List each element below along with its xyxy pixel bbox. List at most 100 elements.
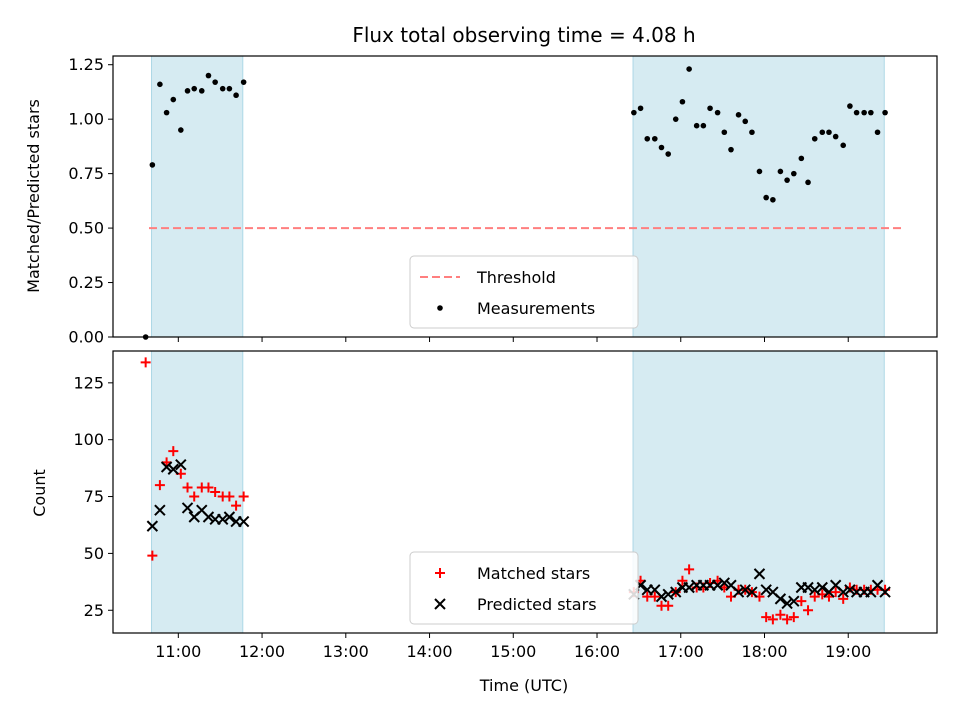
y-tick-label: 0.75 [68, 164, 104, 183]
measurement-point [721, 129, 728, 136]
measurement-point [644, 135, 651, 142]
legend-marker-swatch [435, 568, 445, 578]
y-tick-label: 1.25 [68, 55, 104, 74]
predicted-star-point [670, 586, 682, 598]
ratio-panel: 0.00 0.25 0.50 0.75 1.00 1.25 Threshold Measure… [68, 55, 938, 347]
predicted-star-point [802, 581, 814, 594]
predicted-star-point [154, 504, 166, 516]
predicted-star-point [781, 597, 793, 610]
measurement-point [784, 177, 790, 183]
matched-star-point [182, 482, 193, 493]
x-tick-label: 14:00 [406, 642, 452, 661]
measurement-point [756, 168, 763, 175]
y-tick-label: 50 [84, 544, 104, 563]
predicted-star-point [202, 511, 215, 523]
matched-star-point [677, 575, 688, 586]
predicted-star-point [223, 511, 236, 523]
predicted-star-point [844, 584, 856, 596]
y-tick-label: 0.50 [68, 219, 104, 238]
legend-label: Threshold [476, 268, 556, 287]
measurement-point [749, 129, 755, 136]
x-tick-label: 19:00 [825, 642, 871, 661]
predicted-star-point [175, 459, 187, 471]
matched-star-point [168, 446, 179, 457]
measurement-point [714, 109, 721, 116]
observing-span-1 [151, 351, 243, 633]
legend-box [409, 255, 639, 329]
matched-star-point [782, 614, 793, 625]
measurement-point [212, 79, 218, 85]
predicted-star-point [739, 584, 751, 596]
predicted-star-point [816, 581, 828, 594]
measurement-point [149, 162, 156, 168]
measurement-point [777, 168, 784, 175]
measurement-point [840, 142, 847, 149]
matched-star-point [767, 614, 778, 625]
measurement-point [819, 129, 826, 136]
measurement-point [735, 112, 742, 118]
predicted-star-point [167, 463, 180, 475]
predicted-star-point [837, 586, 849, 598]
legend-box [409, 551, 639, 625]
count-y-axis-label: Count [30, 469, 49, 517]
measurement-point [847, 103, 853, 109]
observing-span-1 [151, 56, 243, 337]
x-tick-label: 12:00 [239, 642, 285, 661]
y-tick-label: 1.00 [68, 110, 104, 129]
measurement-point [882, 109, 888, 116]
measurement-point [686, 66, 692, 72]
measurement-point [178, 127, 184, 133]
measurement-point [191, 85, 198, 92]
measurement-point [700, 122, 707, 129]
measurement-point [832, 133, 839, 140]
measurement-point [853, 109, 860, 116]
predicted-star-point [753, 568, 766, 580]
matched-star-point [147, 550, 158, 561]
matched-star-point [796, 596, 807, 607]
observing-span-2 [633, 56, 885, 337]
observing-span-2 [633, 351, 885, 633]
matched-star-point [663, 600, 674, 611]
measurement-point [157, 81, 163, 88]
predicted-star-point [879, 586, 891, 598]
y-tick-label: 0.00 [68, 328, 104, 347]
measurement-point [205, 72, 212, 79]
matched-star-point [649, 591, 660, 602]
matched-star-point [684, 564, 695, 575]
matched-star-point [203, 482, 214, 493]
legend: Threshold Measurements [409, 255, 639, 329]
measurement-point [233, 92, 239, 99]
measurement-point [226, 85, 233, 92]
y-tick-label: 100 [73, 430, 104, 449]
measurement-point [672, 116, 679, 122]
y-tick-label: 25 [84, 601, 104, 620]
x-tick-label: 11:00 [155, 642, 201, 661]
matched-star-point [803, 605, 814, 616]
plot-frame [112, 55, 938, 338]
matched-star-point [830, 587, 841, 598]
legend: Matched stars Predicted stars [409, 551, 639, 625]
measurement-point [811, 135, 818, 142]
predicted-star-point [216, 513, 229, 525]
measurement-point [658, 144, 665, 151]
measurement-point [631, 109, 637, 116]
x-tick-label: 16:00 [574, 642, 620, 661]
measurement-point [198, 88, 205, 94]
y-tick-label: 75 [84, 487, 104, 506]
measurement-point [651, 135, 658, 142]
matched-star-point [809, 591, 820, 602]
plot-frame [112, 350, 938, 634]
measurement-point [798, 155, 805, 162]
y-tick-label: 0.25 [68, 273, 104, 292]
measurement-point [665, 151, 671, 157]
chart-title: Flux total observing time = 4.08 h [352, 23, 695, 47]
x-axis-label: Time (UTC) [479, 676, 568, 695]
matched-star-point [775, 609, 786, 620]
y-tick-label: 125 [73, 373, 104, 392]
measurement-point [728, 146, 734, 153]
legend-label: Matched stars [477, 564, 590, 583]
measurement-point [770, 196, 776, 203]
measurement-point [637, 105, 644, 112]
x-tick-label: 13:00 [323, 642, 369, 661]
